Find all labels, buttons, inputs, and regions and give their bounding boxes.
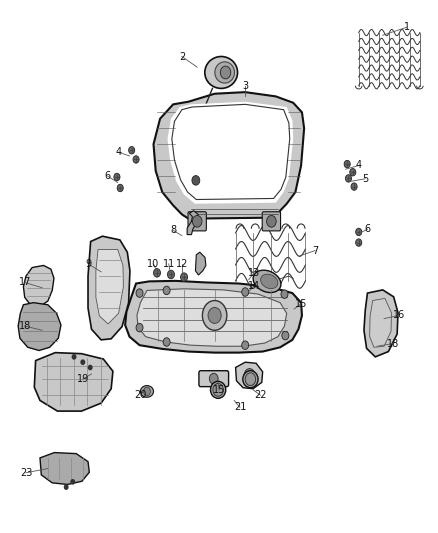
Circle shape <box>344 160 350 168</box>
Circle shape <box>88 366 92 369</box>
Polygon shape <box>23 265 54 306</box>
Circle shape <box>136 289 143 297</box>
Text: 22: 22 <box>254 390 267 400</box>
Circle shape <box>144 387 150 395</box>
Polygon shape <box>137 289 287 346</box>
Circle shape <box>245 373 256 385</box>
Circle shape <box>281 290 288 298</box>
Circle shape <box>242 288 249 296</box>
Circle shape <box>114 173 120 181</box>
Text: 3: 3 <box>242 81 248 91</box>
Circle shape <box>282 332 289 340</box>
Text: 5: 5 <box>362 174 368 184</box>
Text: 9: 9 <box>85 259 91 269</box>
Circle shape <box>202 301 227 330</box>
Circle shape <box>167 270 174 279</box>
Circle shape <box>72 355 76 359</box>
Text: 8: 8 <box>170 225 176 236</box>
Circle shape <box>356 239 362 246</box>
Text: 15: 15 <box>295 298 307 309</box>
Ellipse shape <box>261 274 278 288</box>
Polygon shape <box>153 92 304 219</box>
Polygon shape <box>195 252 206 275</box>
Text: 2: 2 <box>179 52 185 61</box>
Text: 23: 23 <box>20 468 32 478</box>
Ellipse shape <box>141 385 153 397</box>
Polygon shape <box>88 236 130 340</box>
Text: 15: 15 <box>213 385 225 395</box>
Ellipse shape <box>243 370 258 387</box>
Circle shape <box>350 168 356 176</box>
Circle shape <box>192 215 202 227</box>
Text: 12: 12 <box>176 259 188 269</box>
Polygon shape <box>167 102 293 204</box>
Text: 16: 16 <box>393 310 405 320</box>
FancyBboxPatch shape <box>188 212 206 231</box>
Polygon shape <box>364 290 398 357</box>
Polygon shape <box>370 298 392 348</box>
Polygon shape <box>34 353 113 411</box>
Circle shape <box>351 183 357 190</box>
Circle shape <box>244 368 255 381</box>
Text: 4: 4 <box>356 160 362 171</box>
Circle shape <box>117 184 123 192</box>
Text: 4: 4 <box>116 147 122 157</box>
Polygon shape <box>18 303 61 351</box>
Circle shape <box>133 156 139 163</box>
Text: 18: 18 <box>387 338 399 349</box>
Text: 10: 10 <box>147 259 159 269</box>
Circle shape <box>129 147 135 154</box>
Ellipse shape <box>215 62 234 83</box>
Circle shape <box>71 480 74 484</box>
Circle shape <box>153 269 160 277</box>
Text: 21: 21 <box>234 402 246 413</box>
Circle shape <box>163 338 170 346</box>
Circle shape <box>64 485 68 489</box>
Text: 19: 19 <box>77 374 89 384</box>
Polygon shape <box>96 249 124 324</box>
Circle shape <box>208 308 221 324</box>
FancyBboxPatch shape <box>262 212 281 231</box>
Text: 17: 17 <box>18 278 31 287</box>
Polygon shape <box>40 453 89 484</box>
Circle shape <box>192 175 200 185</box>
Polygon shape <box>125 281 302 353</box>
Circle shape <box>209 373 218 384</box>
Text: 14: 14 <box>248 281 260 291</box>
Circle shape <box>220 66 231 79</box>
Text: 11: 11 <box>162 259 175 269</box>
FancyBboxPatch shape <box>199 370 229 386</box>
Circle shape <box>346 175 352 182</box>
Circle shape <box>242 341 249 350</box>
Circle shape <box>180 273 187 281</box>
Text: 20: 20 <box>134 390 147 400</box>
Ellipse shape <box>211 381 226 398</box>
Text: 6: 6 <box>364 224 371 235</box>
Polygon shape <box>236 362 263 389</box>
Text: 6: 6 <box>105 171 111 181</box>
Circle shape <box>356 228 362 236</box>
Polygon shape <box>187 211 198 235</box>
Circle shape <box>213 383 223 396</box>
Text: 1: 1 <box>404 22 410 33</box>
Circle shape <box>81 360 85 365</box>
Text: 7: 7 <box>312 246 318 255</box>
Ellipse shape <box>253 270 281 293</box>
Circle shape <box>163 286 170 295</box>
Ellipse shape <box>205 56 237 88</box>
Text: 18: 18 <box>18 321 31 331</box>
Text: 13: 13 <box>248 268 260 278</box>
Circle shape <box>136 324 143 332</box>
Circle shape <box>267 215 276 227</box>
